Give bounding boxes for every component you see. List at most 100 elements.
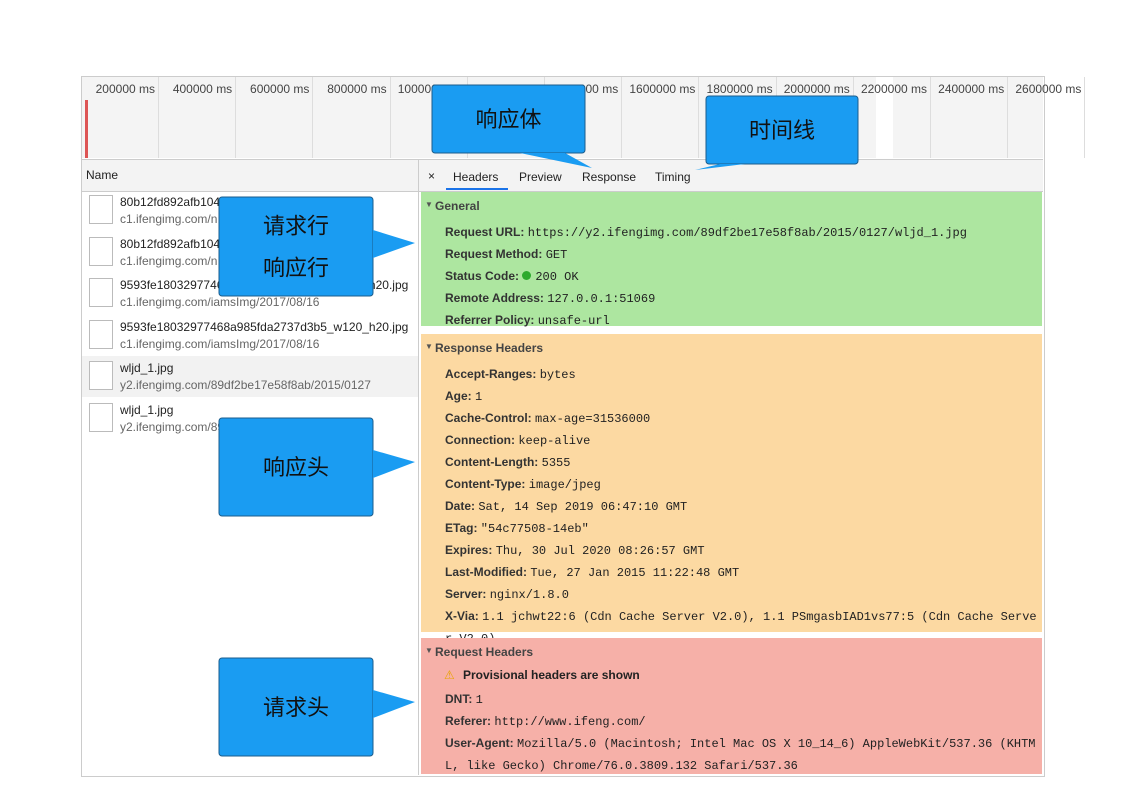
warning-icon: ⚠ [444, 668, 455, 682]
header-value: http://www.ifeng.com/ [494, 715, 646, 730]
file-name[interactable]: 80b12fd892afb104 [120, 195, 221, 209]
status-dot [522, 271, 532, 280]
file-path: y2.ifengimg.com/89df2be17e58f8ab/2015/01… [120, 378, 371, 392]
header-row: User-Agent: Mozilla/5.0 (Macintosh; Inte… [445, 733, 1041, 777]
header-row: Age: 1 [445, 386, 1041, 408]
header-value: "54c77508-14eb" [480, 522, 589, 536]
timeline-divider [930, 77, 931, 158]
header-row: Connection: keep-alive [445, 430, 1041, 452]
warning: Provisional headers are shown [463, 668, 640, 682]
header-key: Last-Modified: [445, 565, 527, 579]
timeline-tick: 200000 ms [95, 82, 155, 96]
header-row: Server: nginx/1.8.0 [445, 584, 1041, 606]
file-name[interactable]: 9593fe18032977468a985fda2737d3b5_w120_h2… [120, 319, 409, 334]
callout-text: 时间线 [749, 119, 815, 144]
file-path: c1.ifengimg.com/n [120, 253, 218, 268]
header-key: Content-Type: [445, 477, 526, 491]
header-row: ETag: "54c77508-14eb" [445, 518, 1041, 540]
header-row: Content-Type: image/jpeg [445, 474, 1041, 496]
header-key: Connection: [445, 433, 515, 447]
timeline-tick: 2200000 ms [860, 82, 927, 96]
header-key: Referrer Policy: [445, 313, 535, 327]
timeline-divider [621, 77, 623, 158]
header-value: nginx/1.8.0 [489, 588, 569, 602]
section-arrow: ▼ [425, 342, 433, 351]
header-value: 127.0.0.1:51069 [547, 292, 656, 306]
section-arrow: ▼ [425, 646, 433, 655]
header-value: Thu, 30 Jul 2020 08:26:57 GMT [495, 544, 705, 558]
callout-text: 响应头 [263, 456, 329, 481]
header-key: Content-Length: [445, 455, 539, 469]
section-bg [421, 334, 1042, 632]
header-value: Tue, 27 Jan 2015 11:22:48 GMT [530, 566, 740, 580]
file-path: c1.ifengimg.com/iamsImg/2017/08/16 [120, 295, 320, 309]
header-row: Request Method: GET [445, 244, 1041, 266]
tab[interactable]: Headers [453, 170, 499, 184]
callout-pointer [373, 450, 415, 478]
tab[interactable]: Preview [519, 170, 562, 184]
header-value: unsafe-url [537, 314, 610, 328]
callout-pointer [373, 230, 415, 258]
row-bg [82, 356, 418, 397]
timeline-divider [698, 77, 700, 158]
header-key: DNT: [445, 692, 473, 707]
header-key: Status Code: [445, 269, 520, 283]
file-path: c1.ifengimg.com/iamsImg/2017/08/16 [120, 336, 320, 351]
header-key: Referer: [445, 714, 492, 729]
file-icon [89, 402, 113, 432]
tab-close[interactable]: × [428, 169, 436, 183]
timeline-divider [235, 77, 237, 158]
split [418, 159, 419, 775]
header-key: Request Method: [445, 247, 543, 261]
tab[interactable]: Timing [655, 170, 691, 184]
header-key: ETag: [445, 521, 478, 535]
header-value: 1 [475, 390, 483, 404]
file-icon [89, 361, 113, 390]
section-title[interactable]: Response Headers [435, 341, 544, 355]
timeline-tick: 400000 ms [172, 82, 233, 96]
header-row: Last-Modified: Tue, 27 Jan 2015 11:22:48… [445, 562, 1041, 584]
header-value: keep-alive [518, 434, 591, 448]
header-value: GET [545, 248, 568, 262]
file-name[interactable]: wljd_1.jpg [120, 361, 174, 375]
header-value: Mozilla/5.0 (Macintosh; Intel Mac OS X 1… [445, 737, 1036, 774]
header-row: Expires: Thu, 30 Jul 2020 08:26:57 GMT [445, 540, 1041, 562]
header-value: max-age=31536000 [535, 412, 651, 426]
header-row: Request URL: https://y2.ifengimg.com/89d… [445, 222, 1041, 244]
timeline-tick: 800000 ms [327, 82, 387, 96]
tab-active-underline [446, 188, 508, 190]
file-icon [89, 195, 113, 224]
timeline-selection [876, 77, 893, 158]
header-row: Status Code: 200 OK [445, 266, 1041, 288]
header-key: X-Via: [445, 609, 479, 623]
header-row: Accept-Ranges: bytes [445, 364, 1041, 386]
timeline-divider [389, 77, 391, 158]
timeline-divider [1084, 77, 1086, 158]
header-key: Accept-Ranges: [445, 367, 537, 381]
header-key: User-Agent: [445, 736, 514, 751]
callout-box [431, 84, 586, 154]
header-row: DNT: 1 [445, 689, 1041, 711]
header-row: Cache-Control: max-age=31536000 [445, 408, 1041, 430]
header-key: Cache-Control: [445, 411, 532, 425]
tab[interactable]: Response [582, 170, 637, 184]
section-title[interactable]: Request Headers [435, 645, 534, 659]
header-row: Referrer Policy: unsafe-url [445, 310, 1041, 332]
header-value: 200 OK [535, 270, 579, 284]
file-name[interactable]: wljd_1.jpg [120, 402, 174, 417]
file-icon [89, 319, 113, 349]
callout-pointer [373, 690, 415, 718]
header-value: Sat, 14 Sep 2019 06:47:10 GMT [478, 500, 688, 514]
file-name[interactable]: 80b12fd892afb104 [120, 236, 221, 251]
timeline-marker [85, 100, 88, 158]
file-icon [89, 278, 113, 307]
timeline-tick: 1600000 ms [629, 82, 696, 96]
section-arrow: ▼ [425, 200, 433, 209]
timeline-tick: 2600000 ms [1015, 82, 1082, 96]
timeline-divider [312, 77, 314, 158]
file-path: c1.ifengimg.com/n [120, 212, 218, 226]
timeline-tick: 600000 ms [250, 82, 310, 96]
callout-pointer [520, 153, 592, 168]
section-title[interactable]: General [435, 199, 480, 213]
